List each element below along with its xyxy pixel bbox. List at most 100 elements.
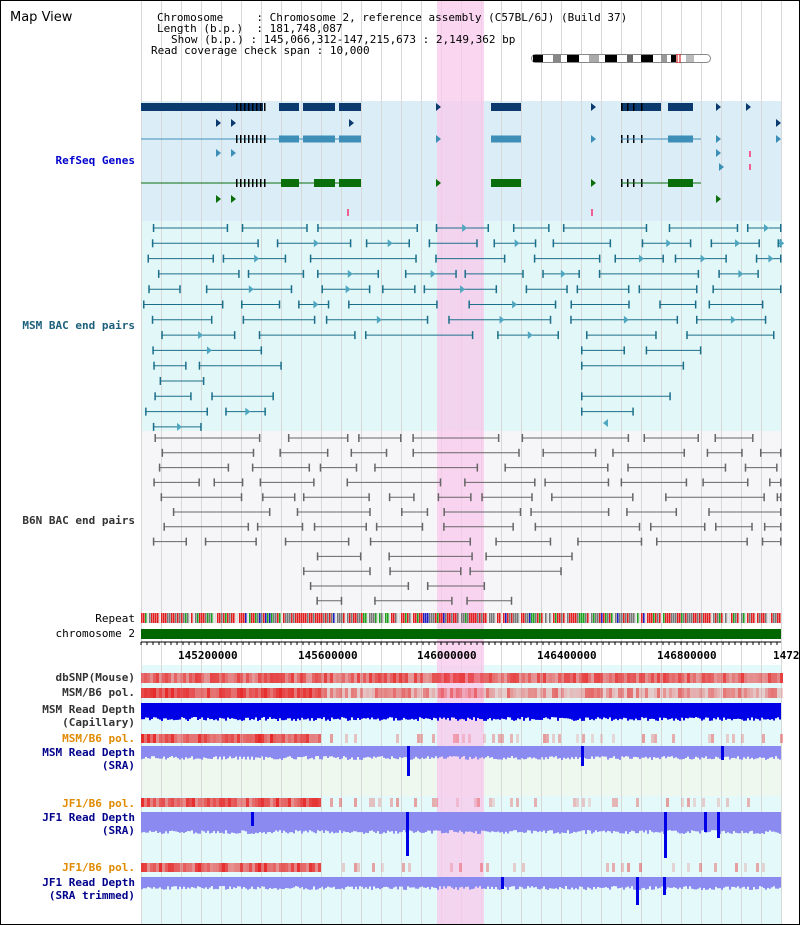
heat-cell bbox=[249, 863, 252, 872]
depth-bar bbox=[591, 746, 593, 757]
depth-bar bbox=[639, 703, 641, 721]
heat-cell bbox=[216, 734, 219, 743]
bac-end bbox=[741, 448, 743, 457]
depth-bar bbox=[233, 746, 235, 759]
depth-bar bbox=[563, 746, 565, 758]
bac-end bbox=[151, 315, 154, 324]
depth-bar bbox=[437, 703, 439, 721]
depth-bar bbox=[591, 812, 593, 834]
heat-cell bbox=[267, 673, 270, 683]
bac-end bbox=[697, 434, 699, 442]
repeat-element bbox=[283, 613, 285, 623]
depth-bar bbox=[659, 703, 661, 718]
depth-bar bbox=[243, 812, 245, 831]
repeat-element bbox=[375, 613, 377, 623]
dbsnp-label[interactable]: dbSNP(Mouse) bbox=[55, 671, 135, 684]
depth-bar bbox=[289, 877, 291, 889]
depth-bar bbox=[287, 703, 289, 719]
depth-bar bbox=[523, 746, 525, 760]
depth-bar bbox=[289, 703, 291, 719]
bac-end bbox=[581, 392, 583, 401]
heat-cell bbox=[255, 688, 258, 698]
bac-end bbox=[665, 493, 667, 502]
depth-bar bbox=[447, 812, 449, 834]
depth-bar bbox=[281, 812, 283, 833]
heat-cell bbox=[159, 798, 162, 807]
depth-bar bbox=[699, 746, 701, 760]
depth-bar bbox=[241, 877, 243, 889]
depth-bar bbox=[311, 703, 313, 719]
heat-cell bbox=[420, 673, 423, 683]
msm-bac-label[interactable]: MSM BAC end pairs bbox=[22, 319, 135, 332]
heat-cell bbox=[204, 798, 207, 807]
repeat-element bbox=[187, 613, 189, 623]
bac-end bbox=[179, 285, 181, 294]
chromosome-ideogram[interactable] bbox=[531, 54, 711, 63]
heat-cell bbox=[183, 673, 186, 683]
depth-bar bbox=[553, 746, 555, 758]
depth-bar bbox=[565, 877, 567, 887]
repeat-label[interactable]: Repeat bbox=[95, 612, 135, 625]
highlight-region[interactable] bbox=[437, 1, 484, 924]
heat-cell bbox=[267, 688, 270, 698]
depth-bar bbox=[265, 746, 267, 757]
msm-b6-pol-label[interactable]: MSM/B6 pol. bbox=[62, 686, 135, 699]
msm-depth-cap-label-1[interactable]: MSM Read Depth bbox=[42, 703, 135, 716]
depth-bar bbox=[167, 746, 169, 758]
heat-cell bbox=[348, 673, 351, 683]
repeat-element bbox=[687, 613, 689, 623]
gene-exon bbox=[264, 103, 266, 111]
depth-bar bbox=[261, 746, 263, 757]
grid-line bbox=[421, 1, 422, 924]
jf1-depth-sra-label-1[interactable]: JF1 Read Depth bbox=[42, 811, 135, 824]
depth-bar bbox=[673, 877, 675, 888]
heat-cell bbox=[153, 863, 156, 872]
depth-bar bbox=[633, 703, 635, 721]
depth-bar bbox=[631, 746, 633, 759]
depth-bar bbox=[429, 703, 431, 719]
msm-depth-sra-label-1[interactable]: MSM Read Depth bbox=[42, 746, 135, 759]
depth-bar bbox=[217, 703, 219, 721]
heat-cell bbox=[189, 688, 192, 698]
heat-cell bbox=[705, 673, 708, 683]
depth-bar bbox=[349, 746, 351, 760]
chromosome-label[interactable]: chromosome 2 bbox=[55, 627, 135, 640]
depth-bar bbox=[613, 877, 615, 887]
heat-cell bbox=[417, 688, 420, 698]
gene-exon bbox=[491, 135, 521, 143]
depth-bar bbox=[365, 746, 367, 758]
depth-bar bbox=[207, 703, 209, 718]
heat-cell bbox=[354, 863, 357, 872]
depth-bar bbox=[763, 746, 765, 758]
repeat-element bbox=[197, 613, 199, 623]
jf1-depth-trim-label-1[interactable]: JF1 Read Depth bbox=[42, 876, 135, 889]
depth-bar bbox=[649, 703, 651, 720]
refseq-label[interactable]: RefSeq Genes bbox=[55, 154, 135, 167]
bac-end bbox=[620, 478, 623, 487]
depth-bar bbox=[633, 746, 635, 757]
bac-end bbox=[163, 522, 165, 531]
heat-cell bbox=[372, 798, 375, 807]
gene-arrow bbox=[776, 135, 781, 143]
depth-bar bbox=[595, 703, 597, 719]
depth-bar bbox=[335, 746, 337, 758]
bac-end bbox=[287, 434, 290, 442]
depth-bar bbox=[189, 812, 191, 832]
depth-spike bbox=[636, 877, 639, 905]
jf1-b6-pol-label[interactable]: JF1/B6 pol. bbox=[62, 797, 135, 810]
depth-bar bbox=[615, 877, 617, 887]
depth-bar bbox=[575, 746, 577, 757]
depth-bar bbox=[619, 703, 621, 719]
msm-b6-pol-label-2[interactable]: MSM/B6 pol. bbox=[62, 732, 135, 745]
bac-end bbox=[259, 478, 262, 487]
repeat-element bbox=[153, 613, 155, 623]
bac-end bbox=[256, 522, 259, 531]
heat-cell bbox=[288, 863, 291, 872]
bac-end bbox=[581, 361, 583, 370]
depth-bar bbox=[621, 812, 623, 834]
grid-line bbox=[341, 1, 342, 924]
jf1-b6-pol-label-2[interactable]: JF1/B6 pol. bbox=[62, 861, 135, 874]
depth-bar bbox=[521, 746, 523, 759]
b6n-bac-label[interactable]: B6N BAC end pairs bbox=[22, 514, 135, 527]
